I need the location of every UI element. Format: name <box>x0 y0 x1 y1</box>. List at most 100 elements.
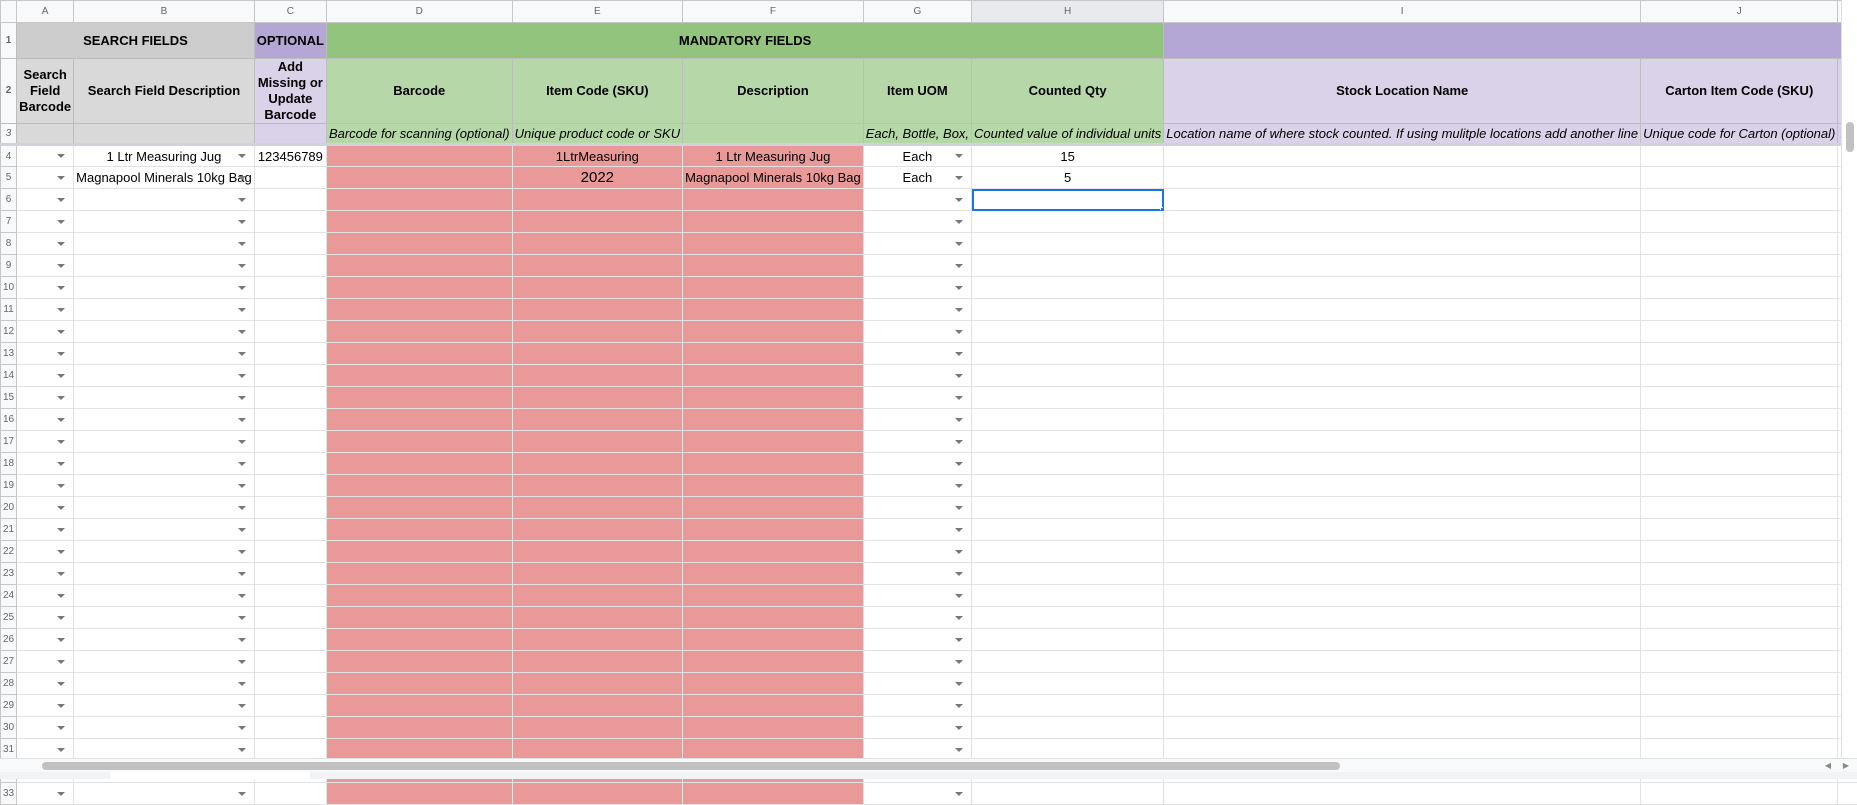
cell-I28[interactable] <box>1163 672 1642 695</box>
row-header[interactable]: 2 <box>0 58 18 124</box>
cell-F13[interactable] <box>682 342 864 365</box>
cell-A23[interactable] <box>16 562 75 585</box>
cell-G12[interactable] <box>862 320 973 343</box>
cell-D33[interactable] <box>325 782 513 805</box>
cell-I5[interactable] <box>1163 166 1642 189</box>
cell-F24[interactable] <box>682 584 864 607</box>
dropdown-arrow-icon[interactable] <box>57 703 66 708</box>
cell-E14[interactable] <box>511 364 684 387</box>
cell-I19[interactable] <box>1163 474 1642 497</box>
cell-B21[interactable] <box>73 518 255 541</box>
cell-F31[interactable] <box>682 738 864 761</box>
dropdown-arrow-icon[interactable] <box>57 241 66 246</box>
cell-B5[interactable]: Magnapool Minerals 10kg Bag <box>73 166 255 189</box>
cell-H26[interactable] <box>971 628 1165 651</box>
cell-F5[interactable]: Magnapool Minerals 10kg Bag <box>682 166 864 189</box>
cell-G29[interactable] <box>862 694 973 717</box>
cell-H17[interactable] <box>971 430 1165 453</box>
cell-H19[interactable] <box>971 474 1165 497</box>
cell-A24[interactable] <box>16 584 75 607</box>
cell-F26[interactable] <box>682 628 864 651</box>
cell-H14[interactable] <box>971 364 1165 387</box>
cell-C8[interactable] <box>253 232 327 255</box>
cell-J24[interactable] <box>1640 584 1839 607</box>
dropdown-arrow-icon[interactable] <box>237 373 246 378</box>
dropdown-arrow-icon[interactable] <box>57 417 66 422</box>
cell-F4[interactable]: 1 Ltr Measuring Jug <box>682 143 864 167</box>
dropdown-arrow-icon[interactable] <box>955 373 964 378</box>
cell-F6[interactable] <box>682 188 864 211</box>
cell-B22[interactable] <box>73 540 255 563</box>
cell-C22[interactable] <box>253 540 327 563</box>
column-title-H[interactable]: Counted Qty <box>971 58 1165 124</box>
scroll-left-icon[interactable]: ◀ <box>1824 761 1831 770</box>
cell-D11[interactable] <box>325 298 513 321</box>
cell-F9[interactable] <box>682 254 864 277</box>
cell-E33[interactable] <box>511 782 684 805</box>
cell-J13[interactable] <box>1640 342 1839 365</box>
cell-E13[interactable] <box>511 342 684 365</box>
cell-F18[interactable] <box>682 452 864 475</box>
dropdown-arrow-icon[interactable] <box>237 549 246 554</box>
dropdown-arrow-icon[interactable] <box>237 461 246 466</box>
cell-I29[interactable] <box>1163 694 1642 717</box>
cell-I25[interactable] <box>1163 606 1642 629</box>
dropdown-arrow-icon[interactable] <box>57 747 66 752</box>
cell-E18[interactable] <box>511 452 684 475</box>
cell-C21[interactable] <box>253 518 327 541</box>
cell-E22[interactable] <box>511 540 684 563</box>
cell-D6[interactable] <box>325 188 513 211</box>
cell-B6[interactable] <box>73 188 255 211</box>
dropdown-arrow-icon[interactable] <box>237 527 246 532</box>
cell-F15[interactable] <box>682 386 864 409</box>
dropdown-arrow-icon[interactable] <box>57 527 66 532</box>
cell-E6[interactable] <box>511 188 684 211</box>
cell-B13[interactable] <box>73 342 255 365</box>
cell-F22[interactable] <box>682 540 864 563</box>
cell-I17[interactable] <box>1163 430 1642 453</box>
cell-H6[interactable] <box>971 188 1165 211</box>
cell-A33[interactable] <box>16 782 75 805</box>
column-title-J[interactable]: Carton Item Code (SKU) <box>1640 58 1839 124</box>
cell-A29[interactable] <box>16 694 75 717</box>
cell-F25[interactable] <box>682 606 864 629</box>
dropdown-arrow-icon[interactable] <box>955 527 964 532</box>
cell-J19[interactable] <box>1640 474 1839 497</box>
cell-A6[interactable] <box>16 188 75 211</box>
vertical-scroll-thumb[interactable] <box>1846 122 1854 152</box>
cell-I18[interactable] <box>1163 452 1642 475</box>
dropdown-arrow-icon[interactable] <box>955 329 964 334</box>
cell-B8[interactable] <box>73 232 255 255</box>
cell-A27[interactable] <box>16 650 75 673</box>
cell-A21[interactable] <box>16 518 75 541</box>
cell-C29[interactable] <box>253 694 327 717</box>
cell-E10[interactable] <box>511 276 684 299</box>
dropdown-arrow-icon[interactable] <box>955 263 964 268</box>
cell-C27[interactable] <box>253 650 327 673</box>
cell-I11[interactable] <box>1163 298 1642 321</box>
row-header[interactable]: 16 <box>0 408 18 431</box>
row-header[interactable]: 1 <box>0 22 18 59</box>
dropdown-arrow-icon[interactable] <box>237 197 246 202</box>
cell-H33[interactable] <box>971 782 1165 805</box>
column-header-F[interactable]: F <box>682 0 864 23</box>
cell-B20[interactable] <box>73 496 255 519</box>
cell-C10[interactable] <box>253 276 327 299</box>
cell-E27[interactable] <box>511 650 684 673</box>
dropdown-arrow-icon[interactable] <box>955 747 964 752</box>
cell-D24[interactable] <box>325 584 513 607</box>
dropdown-arrow-icon[interactable] <box>955 197 964 202</box>
dropdown-arrow-icon[interactable] <box>955 285 964 290</box>
column-title-A[interactable]: Search Field Barcode <box>16 58 75 124</box>
column-hint-A[interactable] <box>16 123 75 145</box>
cell-D9[interactable] <box>325 254 513 277</box>
cell-C25[interactable] <box>253 606 327 629</box>
row-header[interactable]: 23 <box>0 562 18 585</box>
dropdown-arrow-icon[interactable] <box>237 307 246 312</box>
cell-G7[interactable] <box>862 210 973 233</box>
cell-B18[interactable] <box>73 452 255 475</box>
cell-B15[interactable] <box>73 386 255 409</box>
dropdown-arrow-icon[interactable] <box>955 725 964 730</box>
fill-handle[interactable] <box>1160 207 1163 210</box>
column-header-A[interactable]: A <box>16 0 75 23</box>
